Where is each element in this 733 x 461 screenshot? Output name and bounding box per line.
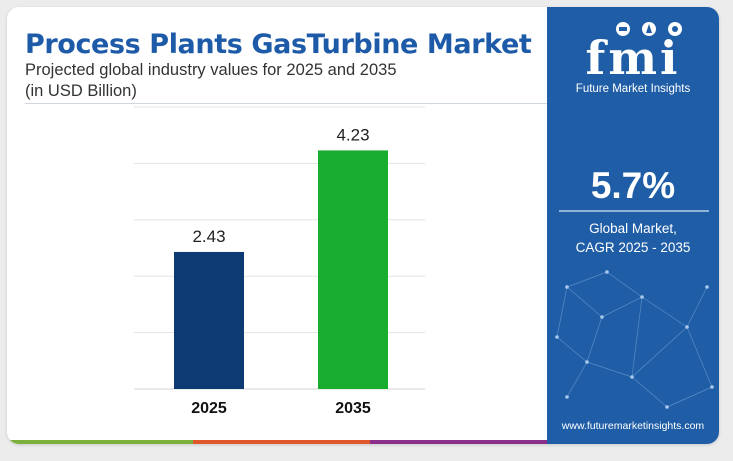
data-label-2025: 2.43 xyxy=(192,227,225,246)
accent-bar-orange xyxy=(193,440,370,444)
network-graphic xyxy=(555,270,714,409)
cagr-divider xyxy=(559,210,709,212)
title-divider xyxy=(25,103,547,104)
cagr-label-line-1: Global Market, xyxy=(589,221,677,236)
subtitle-line-2: (in USD Billion) xyxy=(25,82,137,100)
page-title: Process Plants GasTurbine Market xyxy=(25,29,532,60)
data-label-2035: 4.23 xyxy=(336,125,369,144)
subtitle-line-1: Projected global industry values for 202… xyxy=(25,61,397,79)
accent-bar-green xyxy=(7,440,193,444)
logo-tagline: Future Market Insights xyxy=(575,83,691,95)
cagr-label: Global Market, CAGR 2025 - 2035 xyxy=(547,219,719,257)
x-tick-label-2035: 2035 xyxy=(335,400,371,417)
logo-icons xyxy=(616,22,682,36)
cagr-value: 5.7% xyxy=(590,165,676,206)
sidebar-panel: fmi Future Market Insights 5.7% Global M… xyxy=(547,7,719,444)
x-tick-label-2025: 2025 xyxy=(191,400,227,417)
page-subtitle: Projected global industry values for 202… xyxy=(25,60,495,102)
website-url: www.futuremarketinsights.com xyxy=(561,420,705,432)
infographic-card: Process Plants GasTurbine Market Project… xyxy=(7,7,719,444)
bar-2025 xyxy=(174,251,244,389)
accent-bar xyxy=(7,440,547,444)
bar-chart: 2.43 2025 4.23 2035 xyxy=(134,106,425,417)
bar-2035 xyxy=(318,150,388,389)
logo-wordmark: fmi xyxy=(585,31,681,85)
accent-bar-purple xyxy=(370,440,547,444)
cagr-label-line-2: CAGR 2025 - 2035 xyxy=(575,240,691,255)
